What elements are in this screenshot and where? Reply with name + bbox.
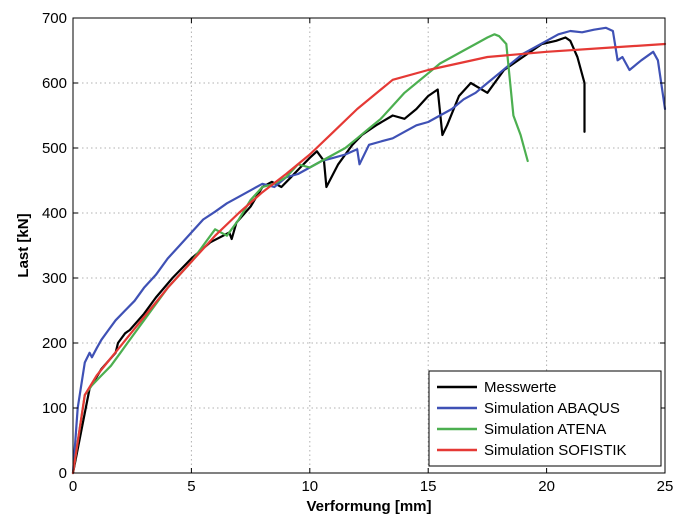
x-tick-label: 0 — [69, 478, 77, 495]
x-tick-label: 15 — [420, 478, 437, 495]
y-tick-label: 400 — [42, 205, 67, 222]
legend-label: Simulation SOFISTIK — [484, 442, 627, 459]
y-tick-label: 300 — [42, 270, 67, 287]
x-axis-title: Verformung [mm] — [306, 498, 431, 515]
tick-layer: 0 5 10 15 20 25 0 100 200 300 400 500 600 700 — [42, 10, 673, 495]
y-tick-label: 500 — [42, 140, 67, 157]
series-line-2 — [71, 33, 529, 475]
series-line-3 — [71, 42, 667, 475]
legend-label: Simulation ABAQUS — [484, 400, 620, 417]
x-tick-label: 20 — [538, 478, 555, 495]
legend-items: Messwerte Simulation ABAQUS Simulation ATE… — [437, 379, 627, 459]
plot-frame — [72, 17, 666, 474]
legend: Messwerte Simulation ABAQUS Simulation ATE… — [428, 370, 662, 467]
y-tick-label: 0 — [59, 465, 67, 482]
series-line-1 — [71, 26, 667, 475]
y-tick-label: 700 — [42, 10, 67, 27]
y-axis-title: Last [kN] — [15, 213, 32, 277]
y-tick-label: 600 — [42, 75, 67, 92]
x-tick-label: 10 — [301, 478, 318, 495]
y-tick-label: 200 — [42, 335, 67, 352]
x-tick-label: 25 — [657, 478, 674, 495]
y-tick-label: 100 — [42, 400, 67, 417]
legend-label: Messwerte — [484, 379, 557, 396]
legend-label: Simulation ATENA — [484, 421, 606, 438]
x-tick-label: 5 — [187, 478, 195, 495]
series-layer — [71, 26, 667, 475]
